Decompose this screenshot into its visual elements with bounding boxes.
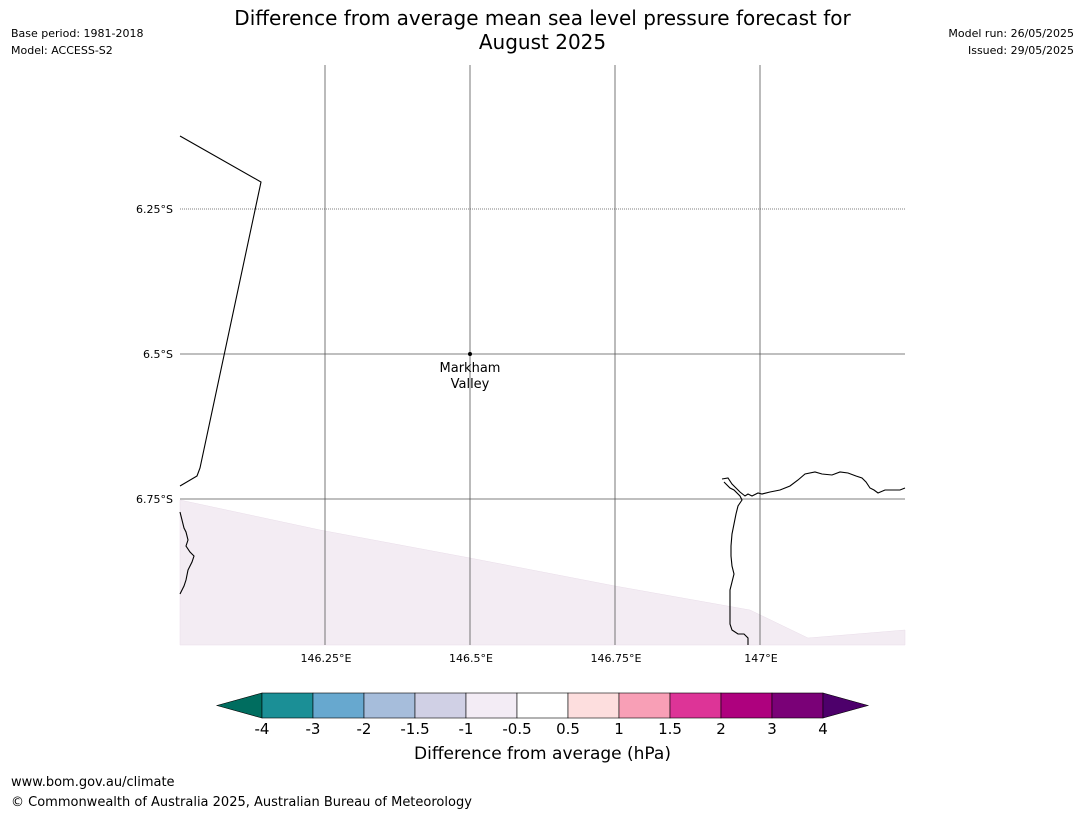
lat-label-625: 6.25°S: [136, 203, 173, 216]
colorbar-tick-label: -0.5: [502, 720, 532, 738]
site-marker: [468, 352, 472, 356]
coastline-peninsula: [723, 481, 749, 645]
title-line-2: August 2025: [478, 30, 607, 54]
colorbar-tick-label: 2: [716, 720, 726, 738]
lon-label-1465: 146.5°E: [449, 652, 493, 665]
colorbar-segment: [312, 692, 365, 719]
lat-label-650: 6.5°S: [143, 348, 173, 361]
gridlines: [180, 65, 905, 645]
colorbar: [215, 692, 870, 719]
header-meta-right: Model run: 26/05/2025 Issued: 29/05/2025: [948, 25, 1074, 59]
header-meta-left: Base period: 1981-2018 Model: ACCESS-S2: [11, 25, 143, 59]
colorbar-segment: [567, 692, 620, 719]
colorbar-segment: [414, 692, 467, 719]
coastline-southwest: [179, 511, 195, 595]
colorbar-segment: [465, 692, 518, 719]
title-line-1: Difference from average mean sea level p…: [234, 6, 851, 30]
base-period: Base period: 1981-2018: [11, 27, 144, 40]
site-label-line-1: Markham: [440, 361, 501, 376]
model-name: Model: ACCESS-S2: [11, 44, 113, 57]
coastline-east: [721, 471, 906, 497]
colorbar-arrow-low: [215, 692, 263, 719]
issued-date: Issued: 29/05/2025: [967, 44, 1074, 57]
lon-label-14625: 146.25°E: [301, 652, 352, 665]
colorbar-tick-label: -3: [305, 720, 321, 738]
page-title: Difference from average mean sea level p…: [0, 6, 1085, 54]
colorbar-segment: [363, 692, 416, 719]
coastlines: [179, 135, 906, 645]
anomaly-fill-region: [179, 499, 906, 646]
border-line-west: [179, 135, 262, 487]
site-label-line-2: Valley: [451, 377, 490, 392]
model-run: Model run: 26/05/2025: [948, 27, 1074, 40]
colorbar-tick-label: -4: [254, 720, 270, 738]
colorbar-tick-label: -1: [458, 720, 474, 738]
lon-label-147: 147°E: [744, 652, 777, 665]
footer-copyright: © Commonwealth of Australia 2025, Austra…: [11, 795, 472, 810]
colorbar-segment: [669, 692, 722, 719]
colorbar-arrow-high: [822, 692, 870, 719]
colorbar-segment: [261, 692, 314, 719]
colorbar-tick-label: -2: [356, 720, 372, 738]
lat-label-675: 6.75°S: [136, 493, 173, 506]
colorbar-tick-label: 1: [614, 720, 624, 738]
footer-website: www.bom.gov.au/climate: [11, 775, 175, 790]
colorbar-tick-label: 3: [767, 720, 777, 738]
colorbar-segment: [720, 692, 773, 719]
colorbar-tick-label: 1.5: [658, 720, 682, 738]
colorbar-tick-label: 0.5: [556, 720, 580, 738]
colorbar-segment: [618, 692, 671, 719]
colorbar-segment: [771, 692, 824, 719]
colorbar-tick-label: 4: [818, 720, 828, 738]
colorbar-label: Difference from average (hPa): [414, 744, 671, 764]
lon-label-14675: 146.75°E: [591, 652, 642, 665]
colorbar-segment: [516, 692, 569, 719]
colorbar-tick-label: -1.5: [400, 720, 430, 738]
